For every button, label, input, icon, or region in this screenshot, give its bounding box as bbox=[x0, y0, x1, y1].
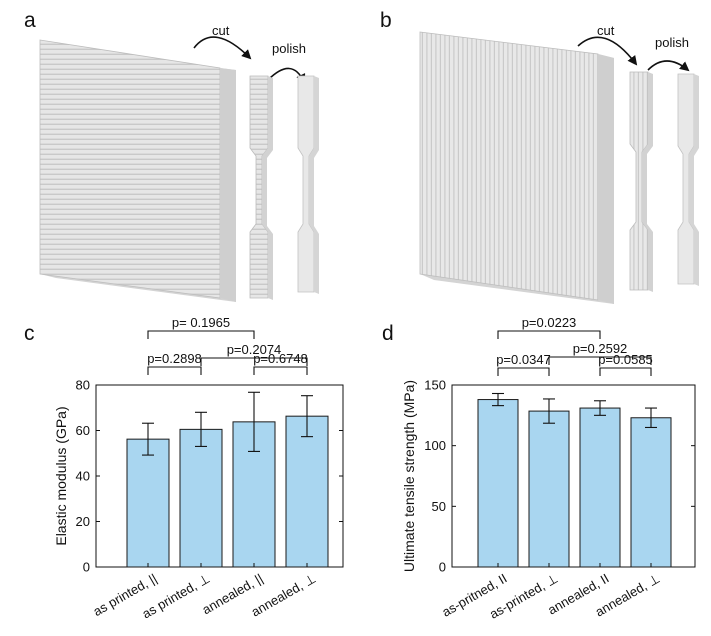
modulus-p-value: p=0.2074 bbox=[227, 342, 282, 357]
strength-bar bbox=[477, 399, 519, 568]
strength-y-axis-label: Ultimate tensile strength (MPa) bbox=[401, 380, 417, 572]
modulus-ytick-label: 40 bbox=[76, 469, 90, 484]
panel-a-letter: a bbox=[24, 9, 36, 32]
cut-label-b: cut bbox=[597, 23, 615, 38]
modulus-bar bbox=[179, 428, 223, 568]
panel-d-letter: d bbox=[382, 322, 394, 345]
strength-ytick-label: 150 bbox=[424, 378, 446, 393]
strength-axes-box bbox=[451, 384, 696, 568]
strength-significance-bracket bbox=[497, 367, 550, 376]
modulus-bar bbox=[285, 415, 329, 568]
strength-significance-bracket bbox=[548, 356, 652, 365]
modulus-p-value: p=0.2898 bbox=[147, 351, 202, 366]
polish-label-b: polish bbox=[655, 35, 689, 50]
strength-bar bbox=[528, 410, 570, 568]
modulus-ytick-label: 0 bbox=[83, 560, 90, 575]
modulus-y-axis-label: Elastic modulus (GPa) bbox=[53, 406, 69, 545]
modulus-ytick-label: 60 bbox=[76, 423, 90, 438]
printed-plate-vertical bbox=[419, 31, 614, 304]
modulus-significance-bracket bbox=[253, 366, 308, 375]
modulus-ytick-label: 20 bbox=[76, 514, 90, 529]
panel-b-letter: b bbox=[380, 9, 392, 32]
polish-arrow-b bbox=[647, 60, 690, 72]
strength-p-value: p=0.0223 bbox=[522, 315, 577, 330]
modulus-ytick-label: 80 bbox=[76, 378, 90, 393]
modulus-significance-bracket bbox=[147, 330, 255, 339]
strength-bar bbox=[630, 417, 672, 568]
cut-label-a: cut bbox=[212, 23, 230, 38]
strength-p-value: p=0.0347 bbox=[496, 352, 551, 367]
modulus-p-value: p= 0.1965 bbox=[172, 315, 230, 330]
strength-bar bbox=[579, 407, 621, 568]
cut-arrow-b bbox=[577, 36, 638, 66]
panel-b-illustration: b cut polish bbox=[380, 9, 699, 304]
modulus-significance-bracket bbox=[200, 357, 308, 366]
strength-p-value: p=0.0585 bbox=[598, 352, 653, 367]
polish-label-a: polish bbox=[272, 41, 306, 56]
polished-specimen-a bbox=[297, 75, 319, 294]
strength-ytick-label: 50 bbox=[432, 499, 446, 514]
polished-specimen-b bbox=[677, 73, 699, 286]
cut-specimen-b bbox=[629, 71, 653, 292]
strength-significance-bracket bbox=[497, 330, 601, 339]
strength-significance-bracket bbox=[599, 367, 652, 376]
tensile-strength-chart: 0 50 100 150 Ultimate tensile strength (MPa)… bbox=[401, 315, 696, 622]
strength-ytick-label: 0 bbox=[439, 560, 446, 575]
modulus-significance-bracket bbox=[147, 366, 202, 375]
strength-p-value: p=0.2592 bbox=[573, 341, 628, 356]
panel-c-letter: c bbox=[24, 322, 35, 345]
strength-ytick-label: 100 bbox=[424, 438, 446, 453]
panel-a-illustration: a cut polish bbox=[24, 9, 319, 302]
modulus-bar bbox=[126, 438, 170, 568]
cut-arrow-a bbox=[193, 36, 252, 60]
printed-plate-horizontal bbox=[39, 39, 236, 302]
cut-specimen-a bbox=[249, 75, 273, 300]
